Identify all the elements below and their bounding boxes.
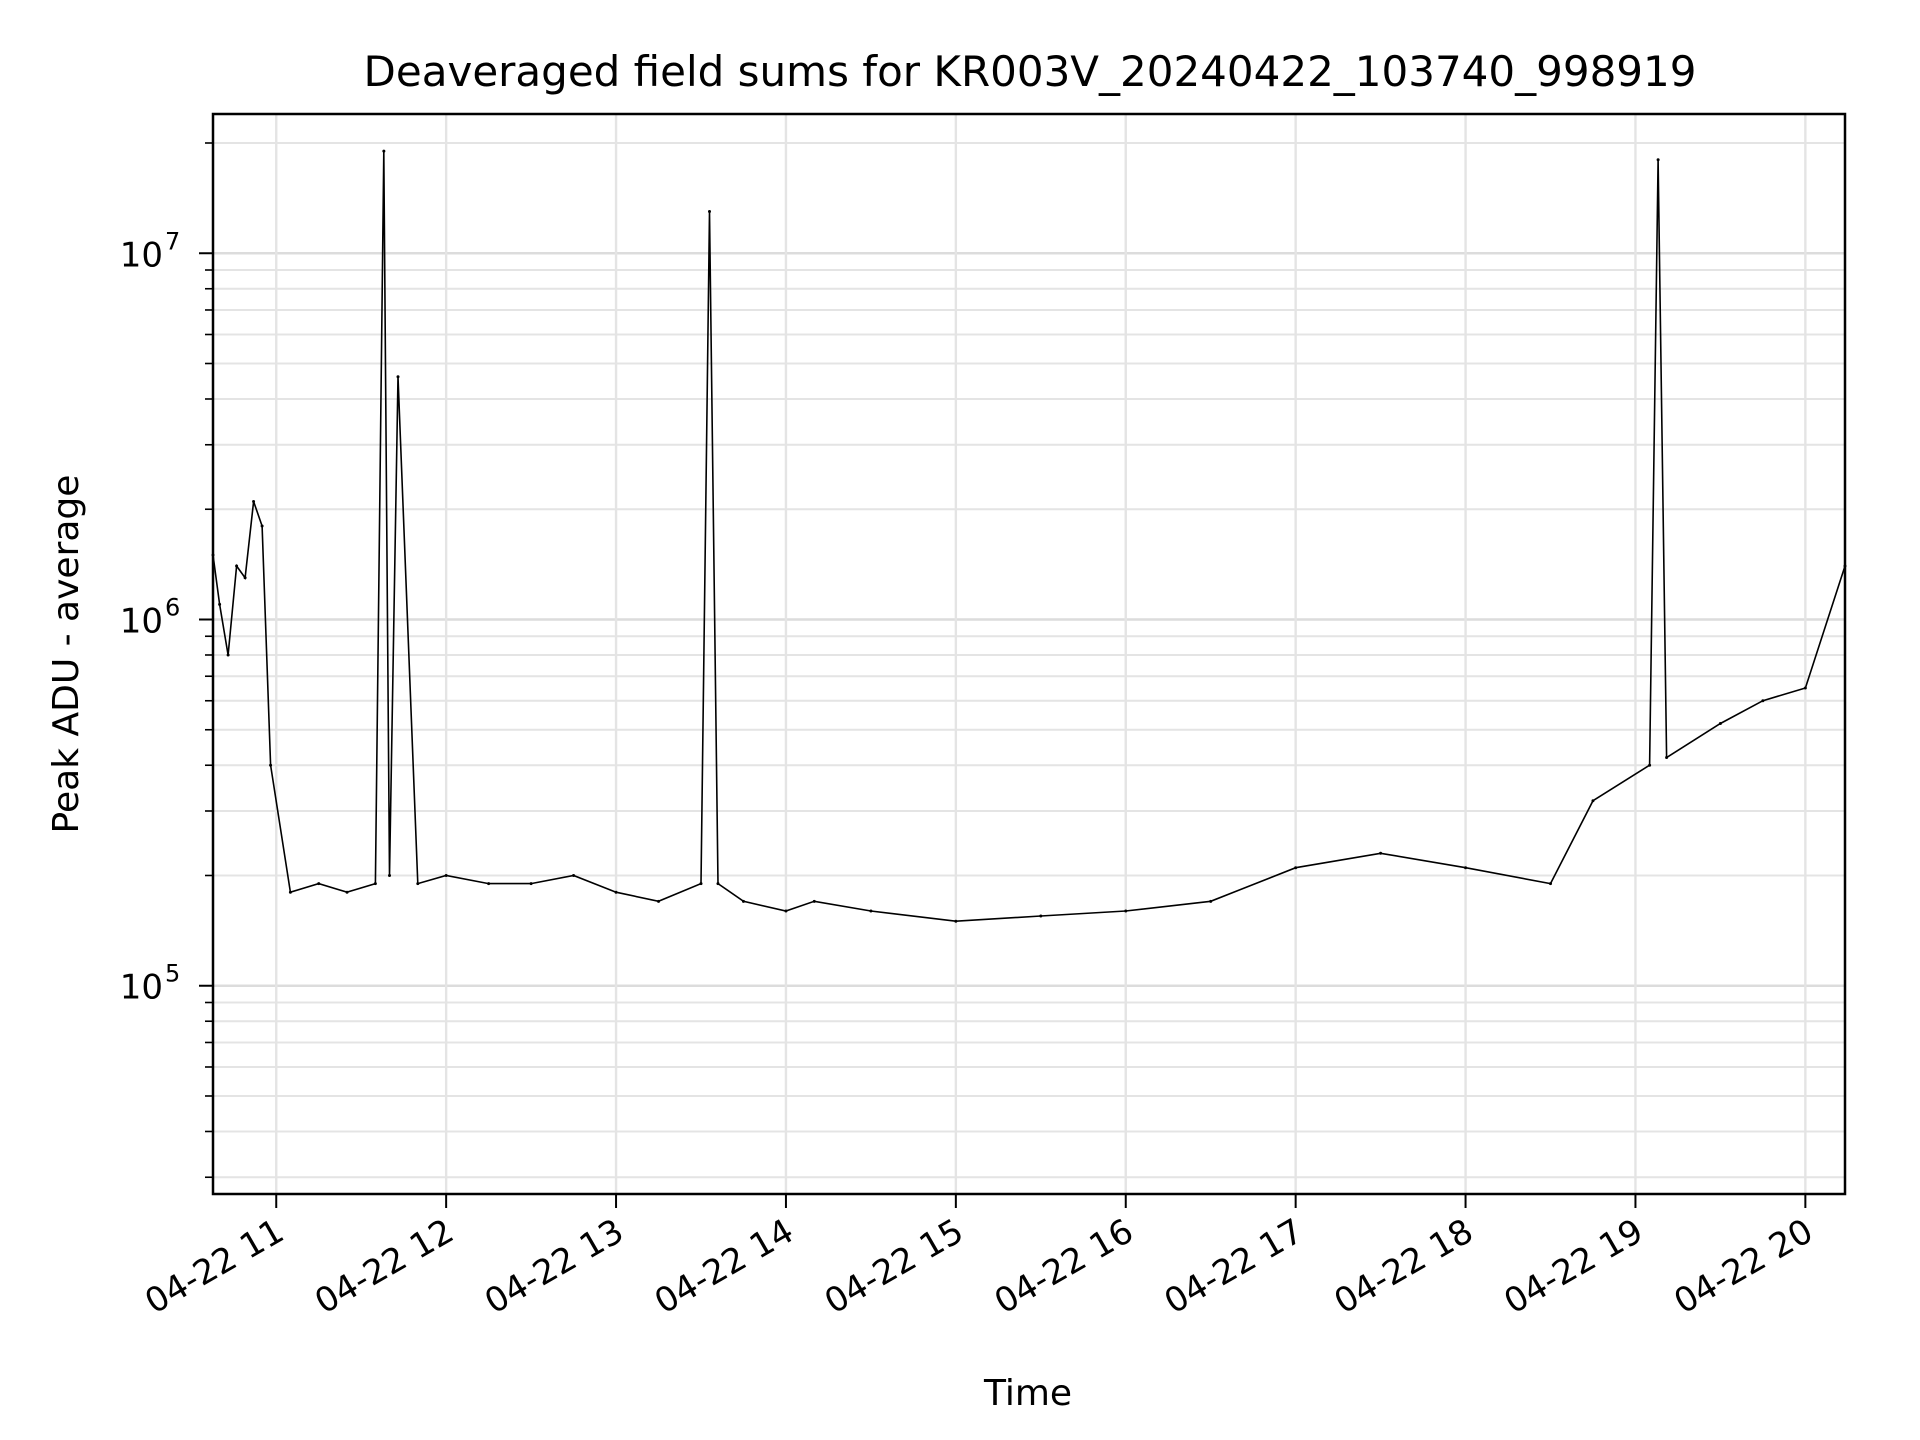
data-point <box>260 524 264 528</box>
data-point <box>345 890 349 894</box>
y-tick-label: 10 <box>120 968 163 1008</box>
chart-title: Deaveraged field sums for KR003V_2024042… <box>364 47 1697 96</box>
data-point <box>699 882 703 886</box>
data-point <box>529 882 533 886</box>
series-line-group <box>211 149 1847 923</box>
data-point <box>218 602 222 606</box>
grid <box>213 114 1845 1194</box>
data-point <box>269 763 273 767</box>
x-axis-label: Time <box>983 1373 1072 1414</box>
data-point <box>1549 882 1553 886</box>
y-tick-exponent: 7 <box>165 227 180 255</box>
data-point <box>1039 914 1043 918</box>
plot-frame <box>211 112 1847 1196</box>
y-tick-label: 10 <box>120 601 163 641</box>
data-point <box>416 882 420 886</box>
data-point <box>707 210 711 214</box>
data-point <box>1379 851 1383 855</box>
data-point <box>382 149 386 153</box>
data-point <box>288 890 292 894</box>
data-point <box>243 576 247 580</box>
data-point <box>572 873 576 877</box>
data-point <box>741 899 745 903</box>
data-point <box>1718 722 1722 726</box>
y-tick-exponent: 6 <box>165 593 180 621</box>
data-point <box>954 919 958 923</box>
data-point <box>317 882 321 886</box>
data-point <box>784 909 788 913</box>
data-point <box>1464 866 1468 870</box>
data-point <box>657 899 661 903</box>
data-point <box>1294 866 1298 870</box>
data-point <box>373 882 377 886</box>
y-axis-label: Peak ADU - average <box>46 475 87 834</box>
data-point <box>226 653 230 657</box>
data-point <box>1803 686 1807 690</box>
data-point <box>235 564 239 568</box>
data-point <box>487 882 491 886</box>
data-point <box>388 873 392 877</box>
data-point <box>396 375 400 379</box>
data-point <box>869 909 873 913</box>
y-tick-label: 10 <box>120 235 163 275</box>
data-point <box>812 899 816 903</box>
data-point <box>444 873 448 877</box>
data-point <box>1124 909 1128 913</box>
data-point <box>1656 158 1660 162</box>
data-point <box>716 882 720 886</box>
y-tick-exponent: 5 <box>165 960 180 988</box>
data-point <box>1209 899 1213 903</box>
data-point <box>1591 799 1595 803</box>
data-point <box>252 499 256 503</box>
data-point <box>1761 699 1765 703</box>
data-point <box>614 890 618 894</box>
data-point <box>1665 755 1669 759</box>
data-point <box>1648 763 1652 767</box>
